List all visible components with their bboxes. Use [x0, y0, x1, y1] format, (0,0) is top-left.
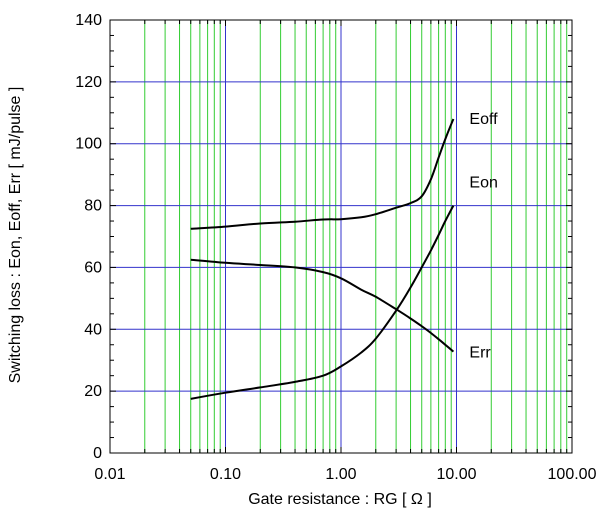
series-line-eon [190, 205, 455, 400]
y-tick-label: 40 [84, 321, 102, 338]
series-label-err: Err [469, 345, 491, 362]
x-tick-label: 10.00 [436, 466, 476, 483]
series-label-eon: Eon [469, 175, 497, 192]
y-tick-label: 120 [75, 74, 102, 91]
series-labels: Eoff Eon Err [469, 111, 498, 362]
y-tick-label: 100 [75, 136, 102, 153]
y-axis-title: Switching loss : Eon, Eoff, Err [ mJ/pul… [7, 87, 24, 384]
y-tick-label: 140 [75, 12, 102, 29]
y-tick-label: 20 [84, 383, 102, 400]
y-tick-label: 0 [93, 445, 102, 462]
series-curves [190, 118, 455, 400]
y-tick-label: 80 [84, 198, 102, 215]
x-tick-label: 1.00 [325, 466, 356, 483]
x-tick-label: 0.10 [210, 466, 241, 483]
plot-frame [109, 19, 573, 454]
series-line-err [190, 258, 455, 353]
x-tick-labels: 0.01 0.10 1.00 10.00 100.00 [94, 466, 596, 483]
x-tick-label: 0.01 [94, 466, 125, 483]
minor-grid [144, 20, 568, 453]
x-tick-label: 100.00 [548, 466, 597, 483]
series-line-eoff [190, 118, 455, 230]
y-tick-labels: 0 20 40 60 80 100 120 140 [75, 12, 102, 462]
series-label-eoff: Eoff [469, 111, 498, 128]
y-tick-label: 60 [84, 259, 102, 276]
x-axis-title: Gate resistance : RG [ Ω ] [248, 491, 432, 508]
